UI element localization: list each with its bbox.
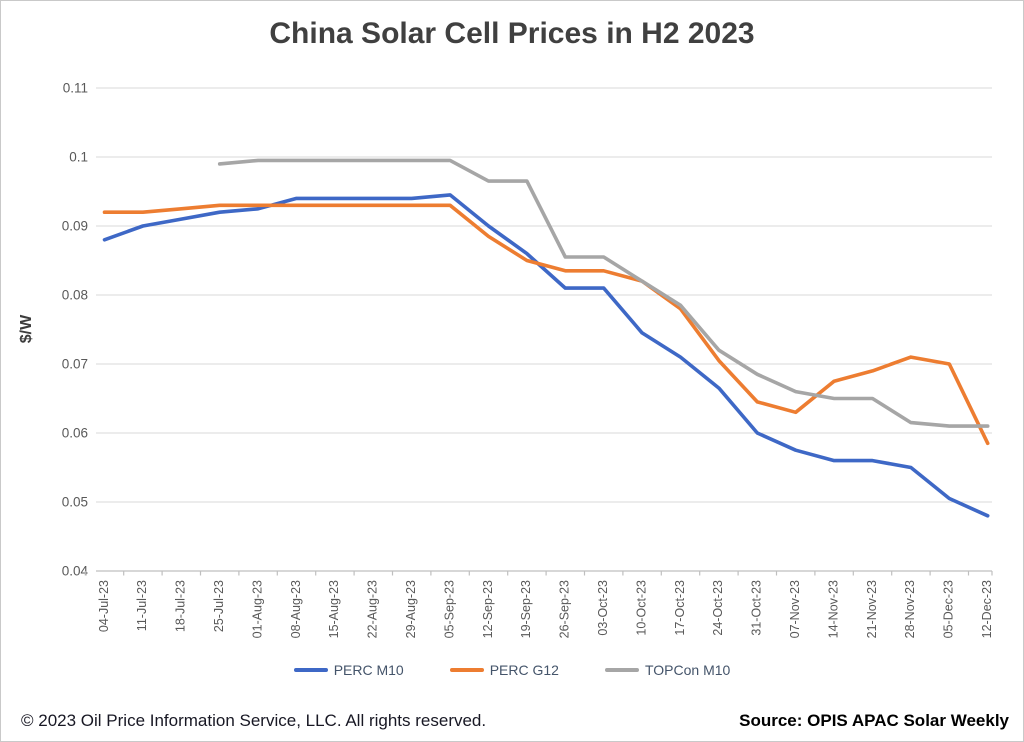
x-axis-tick-label: 22-Aug-23 bbox=[366, 580, 380, 638]
legend-line-swatch-topcon-m10 bbox=[604, 668, 639, 672]
y-axis-tick-label: 0.05 bbox=[62, 495, 88, 510]
x-axis-tick-label: 14-Nov-23 bbox=[826, 580, 840, 638]
series-line-perc-g12 bbox=[102, 203, 990, 446]
legend-item-topcon-m10: TOPCon M10 bbox=[604, 662, 731, 678]
y-axis-tick-label: 0.04 bbox=[62, 564, 89, 579]
series-line-topcon-m10 bbox=[217, 158, 990, 428]
x-axis-tick-label: 04-Jul-23 bbox=[97, 580, 111, 632]
x-axis-tick-label: 11-Jul-23 bbox=[135, 580, 149, 631]
x-axis-tick-label: 12-Sep-23 bbox=[481, 580, 495, 638]
y-axis-tick-label: 0.1 bbox=[69, 150, 88, 165]
x-axis-tick-label: 08-Aug-23 bbox=[289, 580, 303, 638]
x-axis-tick-label: 24-Oct-23 bbox=[711, 580, 725, 636]
x-axis-tick-label: 12-Dec-23 bbox=[980, 580, 994, 638]
y-axis-tick-label: 0.09 bbox=[62, 219, 88, 234]
legend-line-swatch-perc-g12 bbox=[449, 668, 484, 672]
x-axis-tick-label: 15-Aug-23 bbox=[327, 580, 341, 638]
legend-label-topcon-m10: TOPCon M10 bbox=[644, 662, 731, 678]
legend-line-swatch-perc-m10 bbox=[293, 668, 328, 672]
y-axis-tick-label: 0.07 bbox=[62, 357, 88, 372]
y-axis-tick-label: 0.11 bbox=[63, 81, 88, 96]
x-axis-tick-label: 25-Jul-23 bbox=[212, 580, 226, 632]
x-axis-tick-label: 21-Nov-23 bbox=[865, 580, 879, 638]
chart-title: China Solar Cell Prices in H2 2023 bbox=[269, 17, 755, 50]
copyright-text: © 2023 Oil Price Information Service, LL… bbox=[21, 711, 487, 730]
x-axis-tick-label: 07-Nov-23 bbox=[788, 580, 802, 638]
x-axis-tick-label: 05-Dec-23 bbox=[942, 580, 956, 638]
x-axis-tick-label: 05-Sep-23 bbox=[442, 580, 456, 638]
x-axis-tick-label: 31-Oct-23 bbox=[750, 580, 764, 636]
chart-legend: PERC M10 PERC G12 TOPCon M10 bbox=[1, 662, 1023, 678]
x-axis-tick-label: 03-Oct-23 bbox=[596, 580, 610, 636]
legend-label-perc-g12: PERC G12 bbox=[489, 662, 559, 678]
series-line-perc-m10 bbox=[102, 193, 990, 518]
x-axis-tick-label: 29-Aug-23 bbox=[404, 580, 418, 638]
x-axis-tick-label: 17-Oct-23 bbox=[673, 580, 687, 636]
x-axis-tick-label: 01-Aug-23 bbox=[250, 580, 264, 638]
y-axis-tick-label: 0.06 bbox=[62, 426, 88, 441]
x-axis-tick-label: 10-Oct-23 bbox=[634, 580, 648, 636]
x-axis-tick-label: 18-Jul-23 bbox=[174, 580, 188, 632]
legend-item-perc-m10: PERC M10 bbox=[293, 662, 404, 678]
y-axis-tick-label: 0.08 bbox=[62, 288, 88, 303]
x-axis-tick-label: 19-Sep-23 bbox=[519, 580, 533, 638]
source-text: Source: OPIS APAC Solar Weekly bbox=[739, 711, 1009, 730]
legend-label-perc-m10: PERC M10 bbox=[333, 662, 404, 678]
legend-item-perc-g12: PERC G12 bbox=[449, 662, 559, 678]
x-axis-tick-label: 26-Sep-23 bbox=[558, 580, 572, 638]
x-axis-tick-label: 28-Nov-23 bbox=[903, 580, 917, 638]
